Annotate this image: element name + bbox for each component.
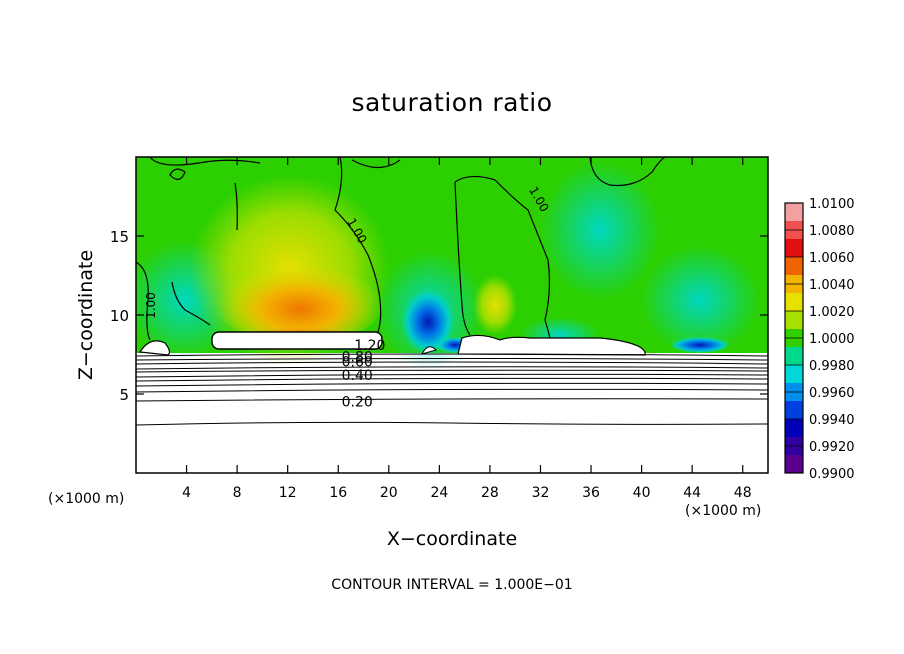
heatmap-field — [136, 157, 768, 473]
x-tick-label: 28 — [481, 485, 499, 501]
x-tick-label: 4 — [182, 485, 191, 501]
contour-interval: CONTOUR INTERVAL = 1.000E−01 — [331, 577, 573, 593]
x-tick-label: 32 — [532, 485, 550, 501]
colorbar-label: 1.0000 — [809, 332, 855, 347]
colorbar-swatch — [785, 239, 803, 258]
x-tick-label: 16 — [329, 485, 347, 501]
x-tick-label: 8 — [233, 485, 242, 501]
colorbar-swatch — [785, 257, 803, 276]
colorbar-swatch — [785, 311, 803, 330]
colorbar-swatch — [785, 203, 803, 222]
colorbar-label: 1.0040 — [809, 278, 855, 293]
colorbar-swatch — [785, 401, 803, 420]
x-tick-label: 48 — [734, 485, 752, 501]
colorbar-swatch — [785, 455, 803, 474]
colorbar-swatch — [785, 365, 803, 384]
colorbar-label: 0.9940 — [809, 413, 855, 428]
x-tick-label: 24 — [430, 485, 448, 501]
colorbar-label: 0.9980 — [809, 359, 855, 374]
contour-label: 0.60 — [342, 354, 373, 370]
colorbar-label: 0.9920 — [809, 440, 855, 455]
contour-label: 1.00 — [144, 292, 158, 319]
contour-label: 0.40 — [342, 368, 373, 384]
chart-title: saturation ratio — [351, 88, 553, 117]
colorbar-swatch — [785, 347, 803, 366]
x-tick-label: 40 — [633, 485, 651, 501]
colorbar-label: 1.0080 — [809, 224, 855, 239]
x-tick-label: 12 — [279, 485, 297, 501]
y-tick-label: 15 — [110, 228, 129, 246]
contour-label: 1.20 — [354, 338, 385, 354]
colorbar-label: 1.0020 — [809, 305, 855, 320]
y-tick-label: 5 — [119, 386, 129, 404]
x-axis-label: X−coordinate — [386, 528, 518, 550]
y-tick-label: 10 — [110, 307, 129, 325]
x-unit-left: (×1000 m) — [48, 491, 125, 507]
x-tick-label: 44 — [683, 485, 701, 501]
x-tick-label: 36 — [582, 485, 600, 501]
x-tick-label: 20 — [380, 485, 398, 501]
contour-label: 0.80 — [342, 350, 373, 366]
x-unit-right: (×1000 m) — [685, 503, 762, 519]
colorbar-swatch — [785, 419, 803, 438]
y-axis-label: Z−coordinate — [75, 249, 97, 381]
contour-label: 0.20 — [342, 395, 373, 411]
colorbar-label: 1.0060 — [809, 251, 855, 266]
colorbar-label: 0.9900 — [809, 467, 855, 482]
colorbar-swatch — [785, 293, 803, 312]
colorbar-label: 0.9960 — [809, 386, 855, 401]
colorbar-label: 1.0100 — [809, 197, 855, 212]
